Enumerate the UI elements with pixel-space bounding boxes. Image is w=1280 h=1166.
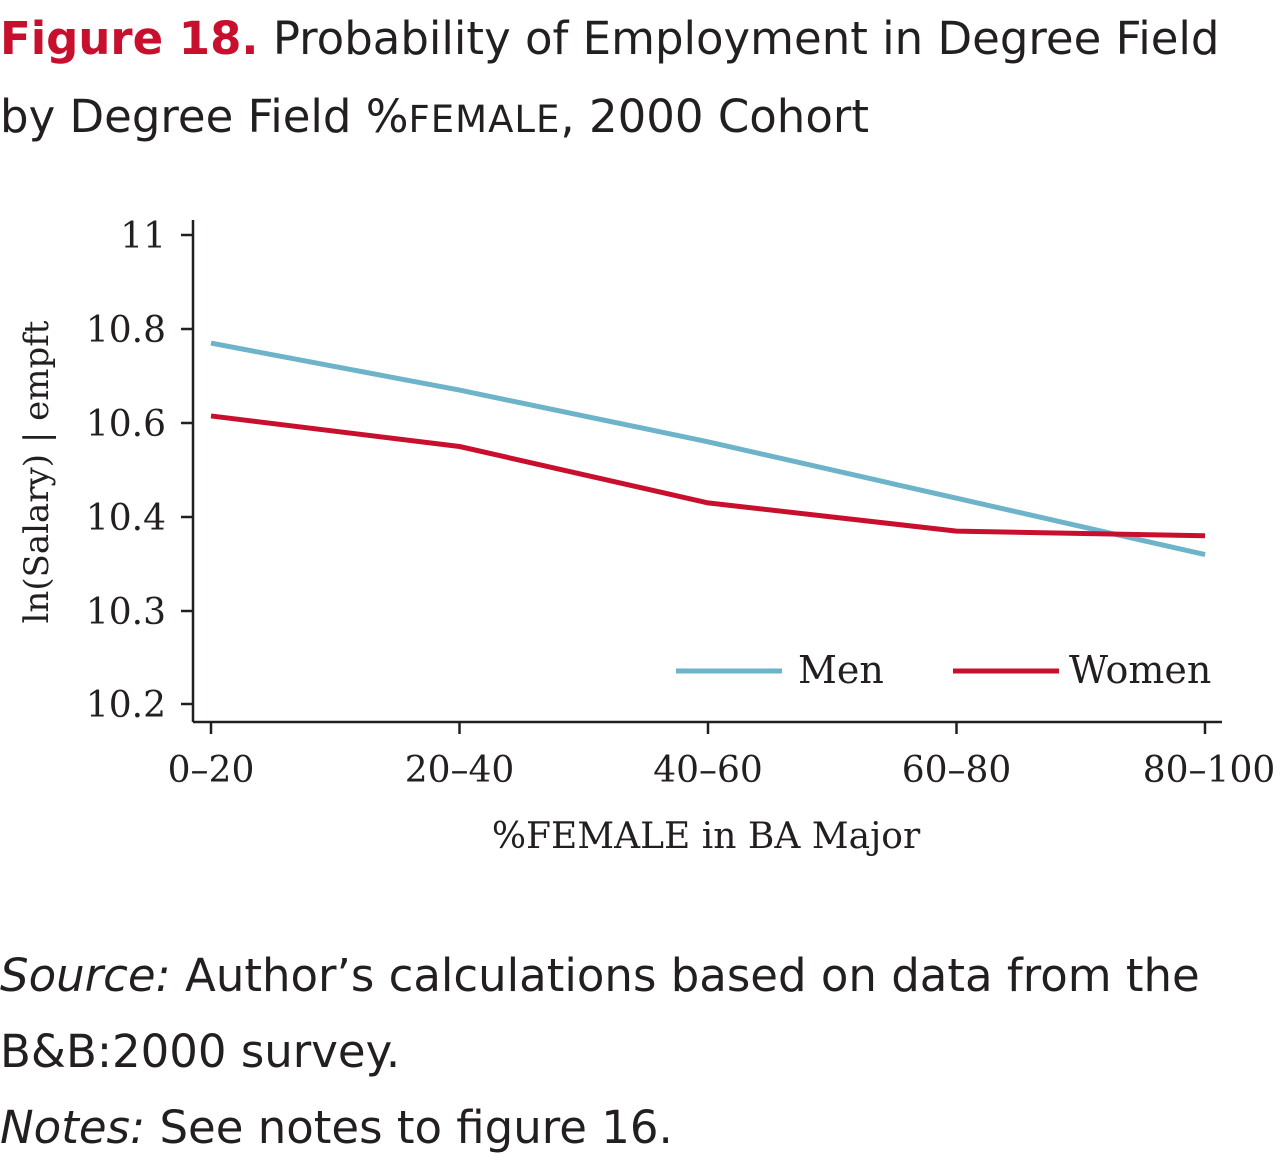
y-tick-label: 10.4 xyxy=(86,498,166,539)
x-tick-label: 60–80 xyxy=(902,750,1012,791)
title-suffix: , 2000 Cohort xyxy=(560,90,869,143)
source-note: Source: Author’s calculations based on d… xyxy=(0,938,1270,1090)
y-tick-label: 10.3 xyxy=(86,592,166,633)
x-tick-label: 0–20 xyxy=(168,750,255,791)
y-axis-label: ln(Salary) | empft xyxy=(17,320,57,623)
x-axis-label: %FEMALE in BA Major xyxy=(492,816,921,857)
chart-legend: Men Women xyxy=(676,648,1211,692)
chart-ticks: 10.2 10.3 10.4 10.6 10.8 11 0–20 20–40 40–60 60–8… xyxy=(86,216,1275,791)
chart-axes xyxy=(193,220,1222,722)
x-tick-label: 80–100 xyxy=(1143,750,1276,791)
line-chart: 10.2 10.3 10.4 10.6 10.8 11 0–20 20–40 40–60 60–8… xyxy=(0,180,1280,900)
legend-label-women: Women xyxy=(1069,648,1211,692)
notes-note: Notes: See notes to figure 16. xyxy=(0,1090,1270,1166)
figure-title: Figure 18. Probability of Employment in … xyxy=(0,0,1270,159)
x-tick-label: 20–40 xyxy=(405,750,515,791)
y-tick-label: 10.2 xyxy=(86,685,166,726)
y-tick-label: 10.6 xyxy=(86,404,166,445)
legend-label-men: Men xyxy=(798,648,884,692)
y-tick-label: 10.8 xyxy=(86,310,166,351)
notes-label: Notes: xyxy=(0,1101,145,1154)
figure-notes: Source: Author’s calculations based on d… xyxy=(0,938,1270,1166)
title-smallcaps: FEMALE xyxy=(409,98,561,141)
x-tick-label: 40–60 xyxy=(653,750,763,791)
notes-text: See notes to figure 16. xyxy=(159,1101,672,1154)
series-line-men xyxy=(211,343,1205,554)
series-line-women xyxy=(211,416,1205,536)
y-tick-label: 11 xyxy=(120,216,166,257)
source-label: Source: xyxy=(0,949,171,1002)
figure-label: Figure 18. xyxy=(0,12,259,65)
source-text: Author’s calculations based on data from… xyxy=(0,949,1200,1078)
chart-series xyxy=(211,343,1205,555)
